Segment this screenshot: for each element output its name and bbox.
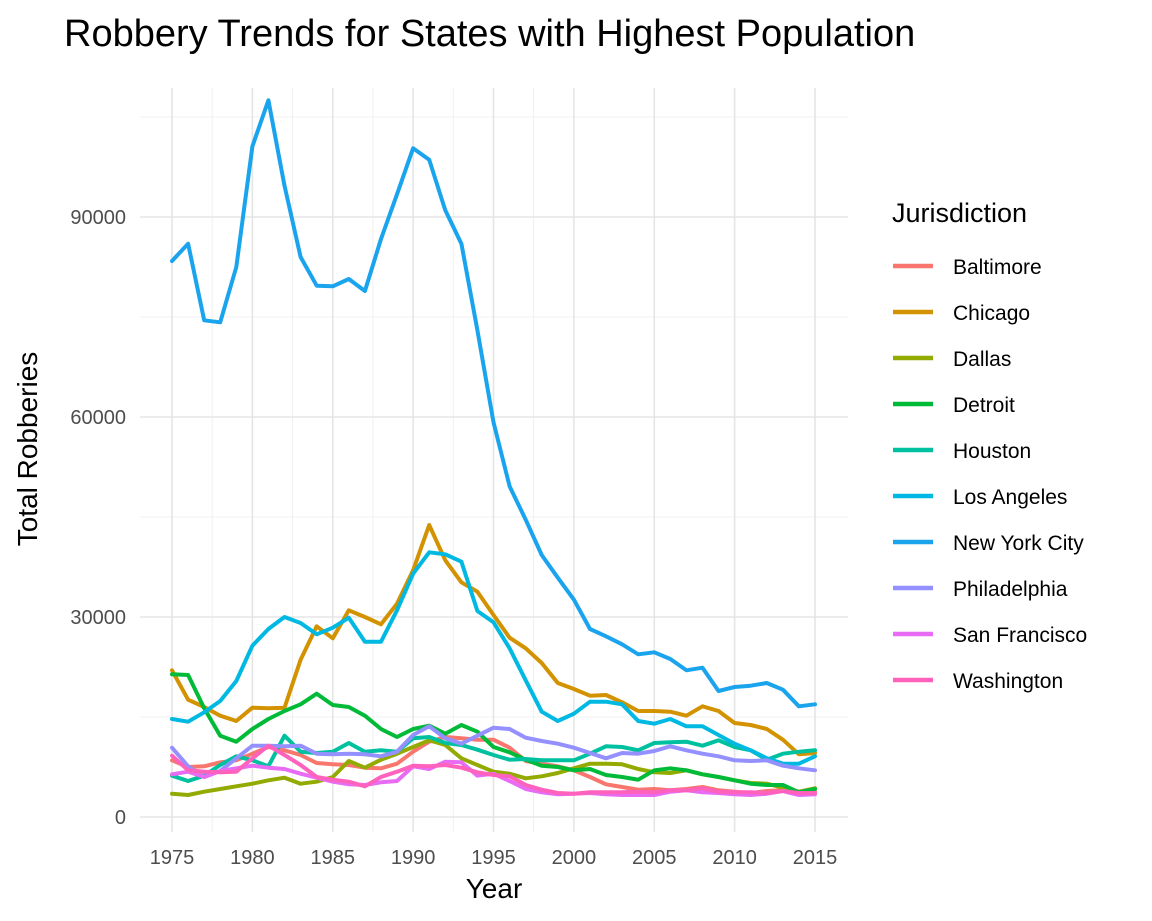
series-line-los-angeles bbox=[170, 550, 817, 766]
legend-label-new-york-city: New York City bbox=[953, 532, 1084, 555]
series-line-philadelphia bbox=[170, 724, 817, 779]
legend-label-philadelphia: Philadelphia bbox=[953, 578, 1068, 601]
x-axis-title: Year bbox=[466, 873, 523, 904]
x-tick-label: 1975 bbox=[150, 847, 195, 869]
y-tick-label: 0 bbox=[115, 807, 126, 829]
legend-label-dallas: Dallas bbox=[953, 348, 1011, 371]
legend-label-houston: Houston bbox=[953, 440, 1031, 463]
series-line-detroit bbox=[170, 672, 817, 795]
x-tick-label: 1990 bbox=[391, 847, 436, 869]
legend-label-washington: Washington bbox=[953, 670, 1063, 693]
series-line-new-york-city bbox=[170, 98, 817, 709]
series-lines bbox=[170, 98, 817, 797]
legend: Jurisdiction Baltimore Chicago Dallas Detro… bbox=[892, 198, 1087, 693]
chart-title: Robbery Trends for States with Highest P… bbox=[64, 13, 915, 55]
x-tick-label: 1985 bbox=[311, 847, 356, 869]
legend-label-san-francisco: San Francisco bbox=[953, 624, 1087, 647]
y-axis-title: Total Robberies bbox=[12, 352, 43, 547]
y-axis-ticks: 0 30000 60000 90000 bbox=[70, 207, 126, 829]
x-tick-label: 2015 bbox=[793, 847, 838, 869]
legend-label-los-angeles: Los Angeles bbox=[953, 486, 1067, 509]
x-tick-label: 1995 bbox=[471, 847, 516, 869]
series-line-washington bbox=[170, 743, 817, 796]
series-line-chicago bbox=[170, 523, 817, 757]
y-tick-label: 60000 bbox=[70, 407, 126, 429]
x-tick-label: 2005 bbox=[632, 847, 677, 869]
y-tick-label: 30000 bbox=[70, 607, 126, 629]
y-tick-label: 90000 bbox=[70, 207, 126, 229]
x-tick-label: 2010 bbox=[712, 847, 757, 869]
legend-title: Jurisdiction bbox=[892, 198, 1027, 228]
x-tick-label: 1980 bbox=[230, 847, 275, 869]
legend-label-baltimore: Baltimore bbox=[953, 256, 1042, 279]
x-axis-ticks: 1975 1980 1985 1990 1995 2000 2005 2010 2015 bbox=[150, 847, 838, 869]
legend-label-chicago: Chicago bbox=[953, 302, 1030, 325]
x-tick-label: 2000 bbox=[552, 847, 597, 869]
legend-label-detroit: Detroit bbox=[953, 394, 1015, 417]
